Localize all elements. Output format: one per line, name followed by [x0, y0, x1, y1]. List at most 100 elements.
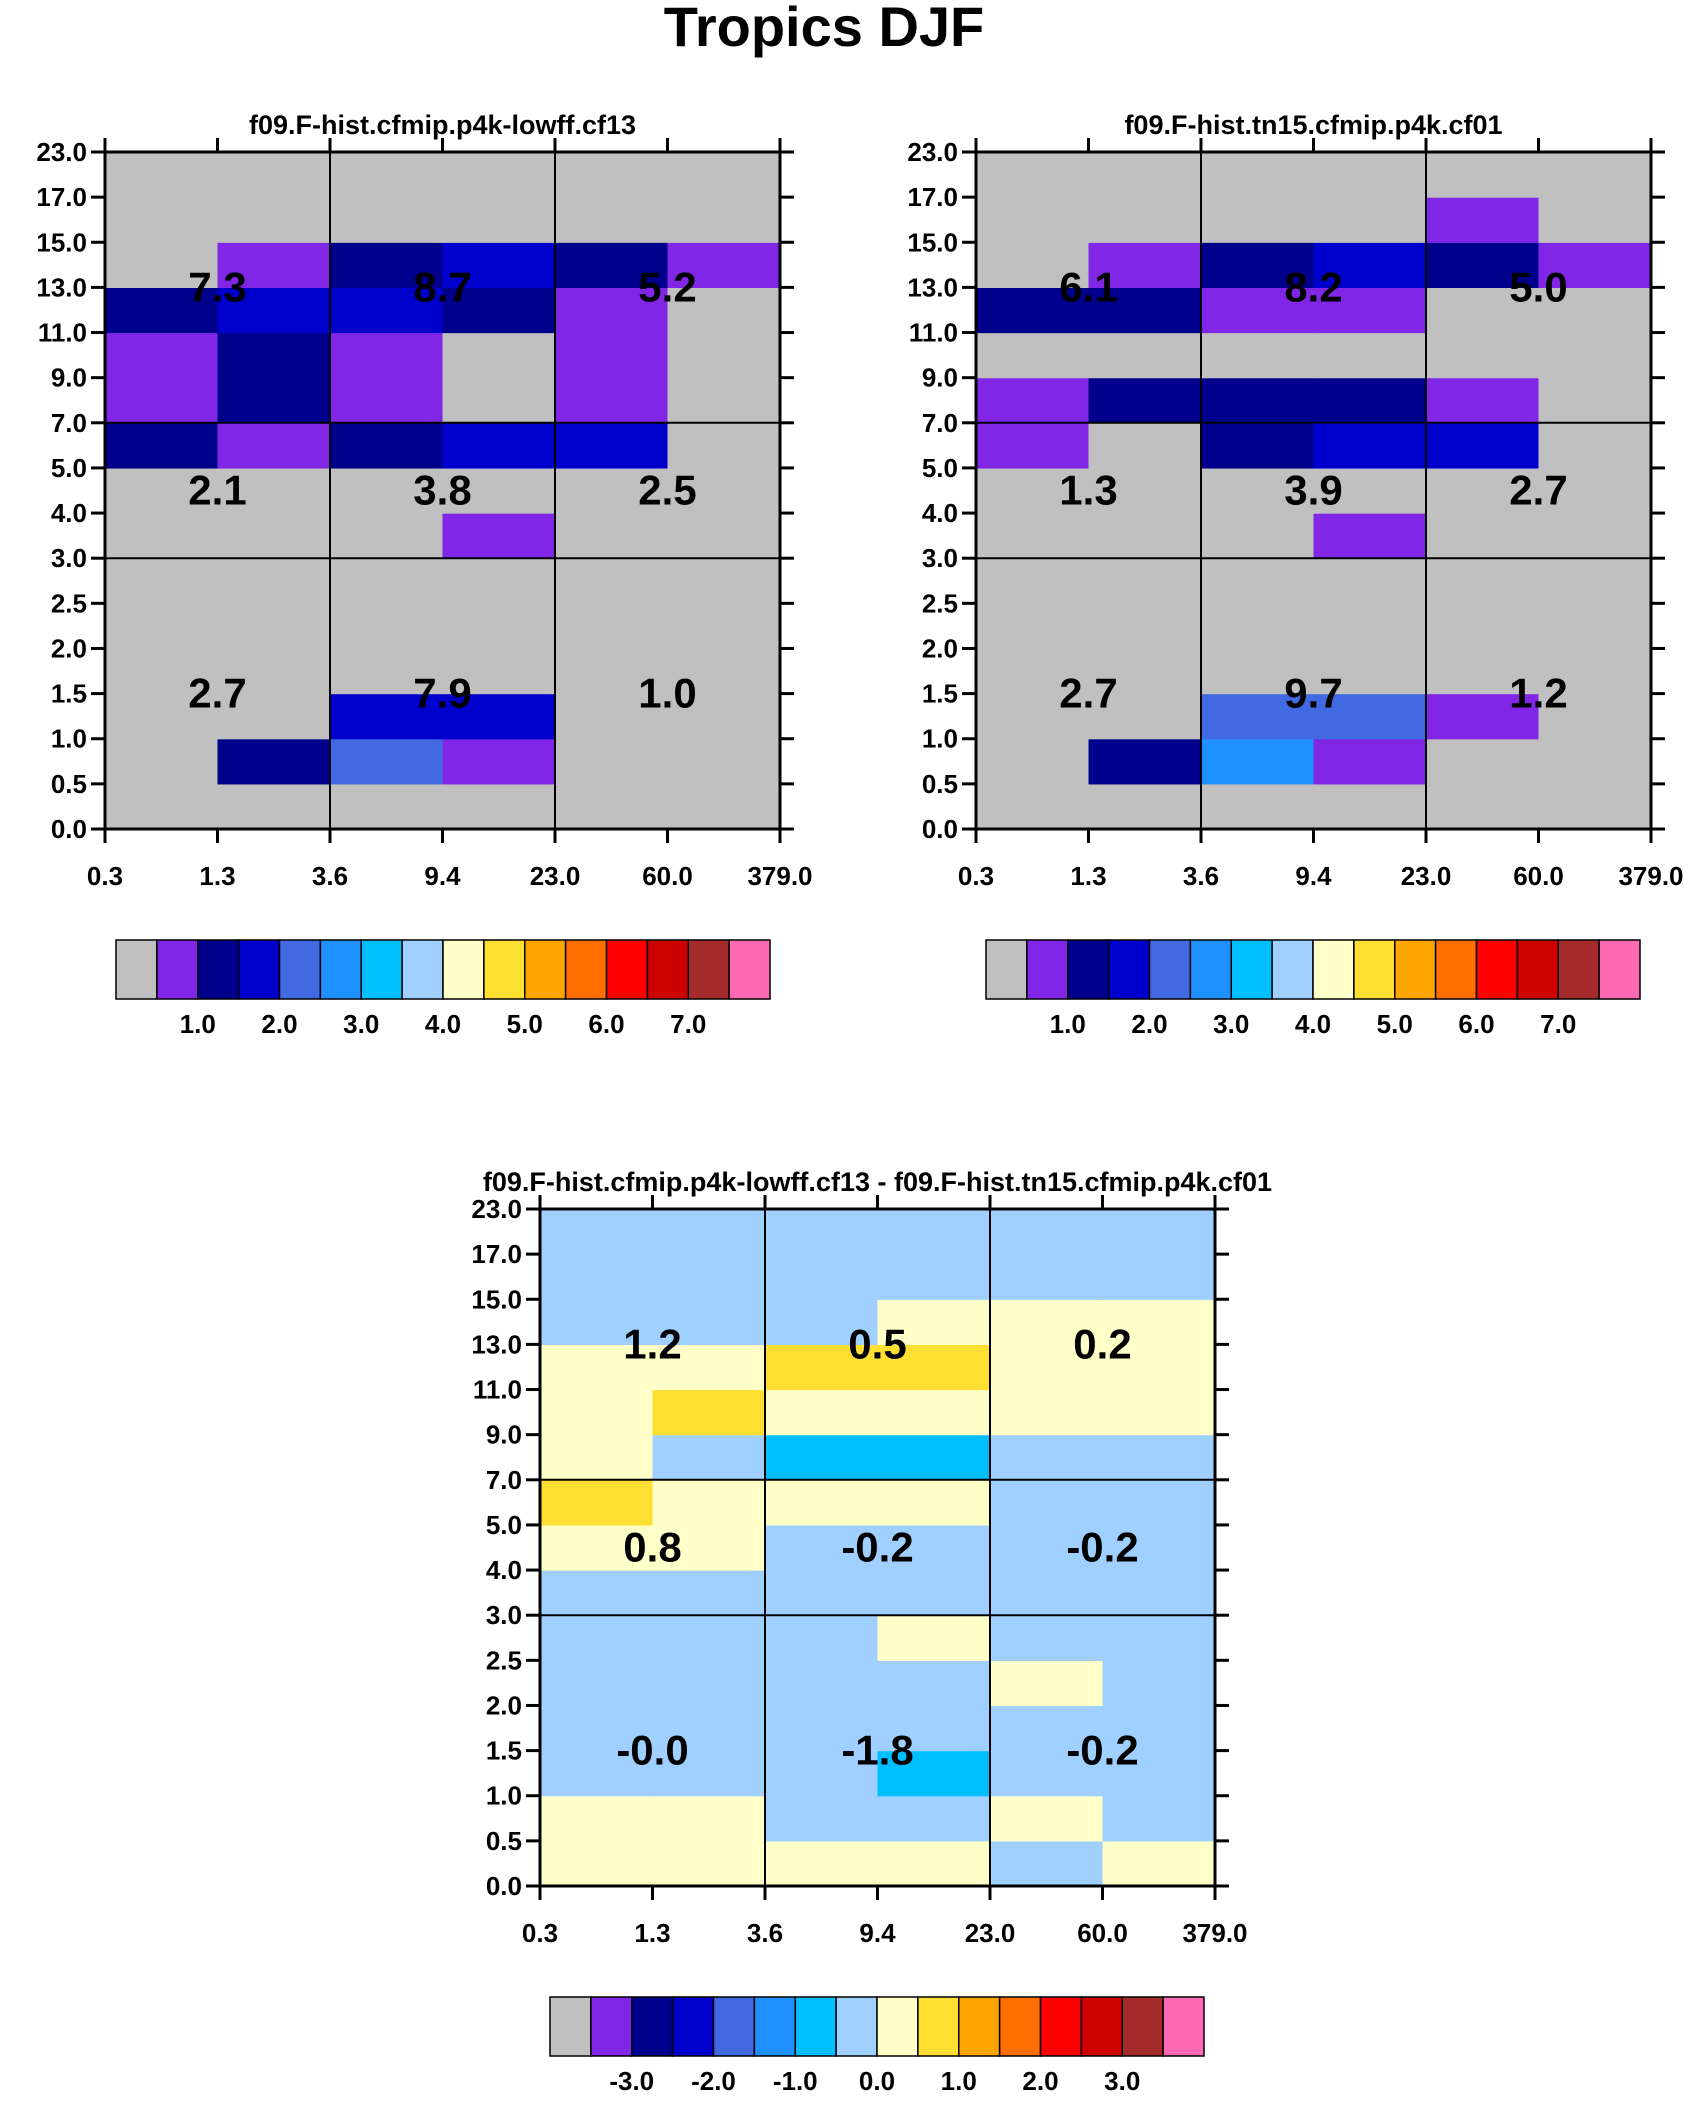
- colorbar-swatch: [1271, 939, 1314, 1000]
- heatmap-cell: [765, 1524, 879, 1571]
- heatmap-cell: [442, 783, 556, 830]
- region-value-label: 0.2: [1073, 1320, 1131, 1367]
- heatmap-cell: [667, 332, 781, 379]
- colorbar-label: 3.0: [1213, 1009, 1249, 1039]
- x-tick-label: 9.4: [424, 861, 461, 891]
- heatmap-cell: [667, 242, 781, 288]
- heatmap-cell: [1201, 603, 1315, 650]
- heatmap-cell: [1426, 513, 1540, 559]
- y-tick-label: 23.0: [907, 137, 958, 167]
- heatmap-cell: [217, 467, 331, 514]
- heatmap-cell: [877, 1570, 991, 1616]
- heatmap-cell: [442, 693, 556, 740]
- heatmap-cell: [540, 1254, 654, 1300]
- heatmap-cell: [1088, 558, 1202, 604]
- colorbar-label: 2.0: [1131, 1009, 1167, 1039]
- colorbar-swatch: [360, 939, 403, 1000]
- heatmap-cell: [1201, 242, 1315, 288]
- colorbar-swatch: [646, 939, 689, 1000]
- heatmap-cell: [217, 377, 331, 424]
- heatmap-cell: [555, 693, 669, 740]
- heatmap-cell: [1102, 1570, 1216, 1616]
- heatmap-cell: [330, 242, 444, 288]
- heatmap-cell: [877, 1479, 991, 1526]
- x-tick-label: 60.0: [1513, 861, 1564, 891]
- heatmap-cell: [877, 1254, 991, 1300]
- heatmap-cell: [330, 603, 444, 650]
- x-tick-label: 23.0: [965, 1918, 1016, 1948]
- heatmap-cell: [877, 1705, 991, 1752]
- x-tick-label: 1.3: [634, 1918, 670, 1948]
- x-tick-label: 23.0: [530, 861, 581, 891]
- heatmap-cell: [555, 197, 669, 243]
- heatmap-cell: [877, 1524, 991, 1571]
- heatmap-cell: [765, 1299, 879, 1345]
- colorbar-label: 1.0: [941, 2066, 977, 2096]
- colorbar-swatch: [319, 939, 362, 1000]
- colorbar-swatch: [712, 1996, 756, 2057]
- heatmap-cell: [990, 1344, 1104, 1391]
- x-tick-label: 3.6: [747, 1918, 783, 1948]
- heatmap-cell: [765, 1344, 879, 1391]
- x-tick-label: 0.3: [522, 1918, 558, 1948]
- heatmap-cell: [555, 332, 669, 379]
- region-value-label: 0.8: [623, 1524, 681, 1571]
- y-tick-label: 5.0: [486, 1510, 522, 1540]
- colorbar-swatch: [278, 939, 322, 1000]
- heatmap-cell: [990, 1615, 1104, 1661]
- region-value-label: 9.7: [1284, 670, 1342, 717]
- heatmap-cell: [1102, 1209, 1216, 1255]
- x-tick-label: 379.0: [1182, 1918, 1247, 1948]
- heatmap-cell: [990, 1299, 1104, 1345]
- y-tick-label: 2.0: [51, 633, 87, 663]
- colorbar-swatch: [442, 939, 485, 1000]
- heatmap-cell: [765, 1615, 879, 1661]
- region-value-label: -0.2: [1066, 1524, 1138, 1571]
- panel-top-right: f09.F-hist.tn15.cfmip.p4k.cf01 0.3 1.3 3.6 9…: [907, 110, 1683, 1039]
- y-tick-label: 1.5: [922, 679, 958, 709]
- y-tick-label: 15.0: [36, 227, 87, 257]
- colorbar-swatch: [1434, 939, 1478, 1000]
- heatmap-cell: [667, 783, 781, 830]
- heatmap-cell: [667, 197, 781, 243]
- region-value-label: 1.3: [1059, 467, 1117, 514]
- heatmap-cell: [442, 197, 556, 243]
- colorbar-swatch: [1107, 939, 1151, 1000]
- heatmap-cell: [652, 1795, 766, 1842]
- heatmap-cell: [555, 603, 669, 650]
- y-tick-label: 5.0: [922, 453, 958, 483]
- heatmap-cell: [442, 332, 556, 379]
- heatmap-cell: [1538, 513, 1652, 559]
- colorbar-swatch: [197, 939, 240, 1000]
- heatmap-cell: [877, 1209, 991, 1255]
- colorbar-swatch: [985, 939, 1028, 1000]
- colorbar-label: 2.0: [261, 1009, 297, 1039]
- heatmap-cell: [1088, 152, 1202, 198]
- figure-title: Tropics DJF: [664, 0, 985, 58]
- heatmap-cell: [217, 287, 331, 334]
- heatmap-cell: [1538, 152, 1652, 198]
- heatmap-cell: [667, 287, 781, 334]
- heatmap-cell: [1201, 197, 1315, 243]
- region-value-label: 8.7: [413, 263, 471, 310]
- heatmap-cell: [877, 1660, 991, 1707]
- heatmap-cell: [976, 783, 1090, 830]
- x-tick-label: 60.0: [1077, 1918, 1128, 1948]
- heatmap-cell: [877, 1795, 991, 1842]
- y-tick-label: 3.0: [51, 543, 87, 573]
- colorbar-swatch: [1121, 1996, 1164, 2057]
- heatmap-cell: [667, 513, 781, 559]
- heatmap-cell: [1088, 242, 1202, 288]
- heatmap-cell: [330, 152, 444, 198]
- colorbar-swatch: [1312, 939, 1355, 1000]
- heatmap-cell: [990, 1660, 1104, 1707]
- heatmap-cell: [652, 1840, 766, 1887]
- heatmap-cell: [1313, 513, 1427, 559]
- colorbar-swatch: [835, 1996, 878, 2057]
- heatmap-cell: [555, 738, 669, 785]
- heatmap-cell: [1088, 467, 1202, 514]
- heatmap-cell: [976, 603, 1090, 650]
- heatmap-cell: [1538, 287, 1652, 334]
- heatmap-cell: [217, 242, 331, 288]
- heatmap-cell: [330, 783, 444, 830]
